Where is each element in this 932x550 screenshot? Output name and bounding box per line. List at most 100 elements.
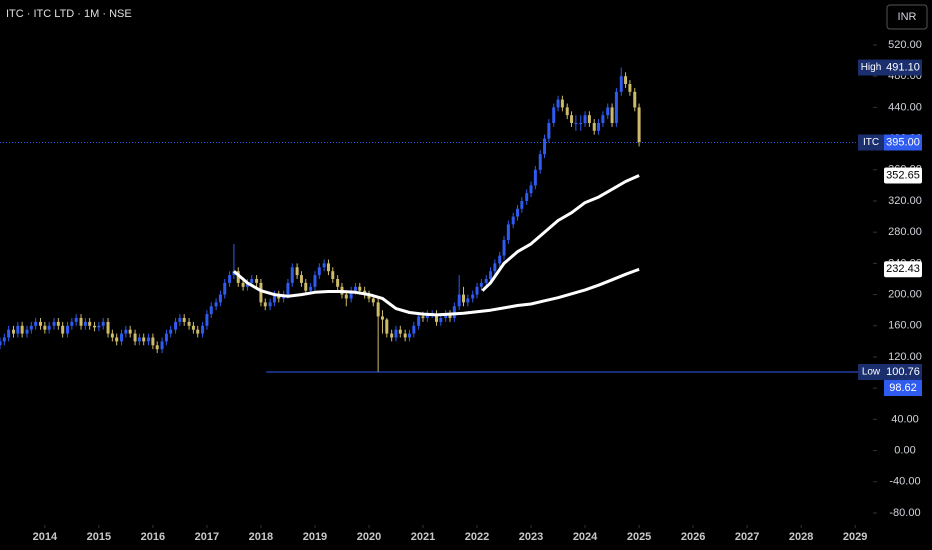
candle-body	[290, 267, 294, 283]
candle-body	[218, 294, 222, 303]
tag-value-box	[884, 59, 922, 76]
candle-body	[471, 294, 475, 299]
candle-body	[385, 319, 389, 334]
candle-body	[174, 321, 178, 330]
x-tick-label: 2014	[33, 531, 58, 543]
candle-body	[43, 325, 47, 330]
candle-body	[34, 321, 38, 326]
candle-body	[201, 325, 205, 334]
tag-name: High	[861, 62, 882, 73]
candle-body	[371, 298, 375, 303]
chart-title: ITC · ITC LTD · 1M · NSE	[6, 8, 132, 20]
tag-value: 100.76	[886, 366, 920, 378]
tag-value: 491.10	[886, 61, 920, 73]
currency[interactable]: INR	[898, 11, 917, 23]
candle-body	[295, 267, 299, 276]
candle-body	[0, 341, 2, 346]
y-tick-label: 280.00	[888, 226, 922, 238]
candle-body	[435, 314, 438, 322]
candle-body	[169, 329, 173, 334]
x-tick-label: 2019	[303, 531, 327, 543]
candle-body	[579, 123, 583, 125]
y-tick-label: 0.00	[894, 444, 915, 456]
candle-body	[529, 185, 533, 194]
candle-body	[12, 329, 16, 334]
candle-body	[70, 321, 74, 326]
x-tick-label: 2026	[681, 531, 705, 543]
x-tick-label: 2023	[519, 531, 543, 543]
candle-body	[452, 306, 456, 318]
candle-body	[124, 329, 128, 334]
candle-body	[322, 263, 326, 268]
candle-body	[421, 316, 425, 318]
candle-body	[439, 317, 443, 322]
candle-body	[137, 337, 141, 342]
candle-body	[241, 282, 245, 287]
currency-box[interactable]	[886, 4, 928, 30]
candle-body	[317, 267, 321, 276]
candle-body	[565, 107, 569, 116]
x-tick-label: 2018	[249, 531, 273, 543]
candle-body	[151, 337, 155, 346]
candle-body	[88, 321, 92, 326]
tag-value-box	[884, 364, 922, 381]
candle-body	[128, 329, 132, 334]
candle-body	[25, 329, 29, 334]
candle-body	[380, 316, 384, 320]
candle-body	[309, 286, 313, 291]
countdown-box	[884, 380, 922, 397]
ma-line	[481, 174, 640, 292]
candle-body	[66, 325, 70, 334]
candle-body	[56, 321, 60, 326]
candle-body	[106, 321, 110, 334]
candle-body	[29, 325, 33, 330]
candle-body	[633, 91, 637, 108]
tag-name: Low	[862, 367, 881, 378]
candle-body	[120, 333, 124, 342]
candle-body	[425, 314, 429, 318]
candle-body	[543, 138, 547, 155]
candle-body	[489, 271, 493, 279]
candle-body	[398, 329, 402, 334]
candle-body	[2, 337, 6, 342]
candle-body	[574, 123, 578, 125]
candle-body	[214, 302, 218, 307]
ma-tag	[884, 261, 922, 278]
candle-body	[390, 333, 394, 338]
candle-body	[403, 333, 407, 338]
candle-body	[228, 275, 232, 283]
candle-body	[336, 278, 340, 287]
candle-body	[583, 115, 587, 124]
candle-body	[606, 107, 610, 116]
candle-body	[331, 271, 335, 279]
candle-body	[39, 321, 43, 326]
candle-body	[520, 200, 524, 209]
candle-body	[475, 286, 479, 295]
candle-body	[506, 224, 510, 240]
candle-body	[101, 321, 105, 326]
ma-tag-label: 232.43	[886, 263, 920, 275]
candle-body	[61, 325, 65, 334]
x-tick-label: 2029	[843, 531, 867, 543]
candle-body	[97, 325, 101, 328]
candle-body	[182, 317, 186, 322]
candle-body	[299, 275, 303, 283]
candle-body	[93, 325, 97, 328]
candle-body	[394, 329, 398, 338]
candle-body	[538, 154, 542, 170]
candle-body	[79, 317, 83, 326]
candle-body	[268, 302, 272, 307]
candle-body	[462, 294, 466, 303]
candle-body	[259, 282, 263, 303]
candle-body	[115, 337, 119, 342]
plot	[0, 67, 641, 373]
candle-body	[614, 91, 618, 124]
candle-body	[466, 298, 470, 303]
candle-body	[484, 278, 488, 283]
candle-body	[502, 239, 506, 256]
candle-body	[7, 329, 11, 338]
candle-body	[155, 345, 159, 350]
candle-body	[196, 329, 200, 334]
candle-body	[250, 278, 254, 283]
tag-name-box	[858, 134, 884, 151]
